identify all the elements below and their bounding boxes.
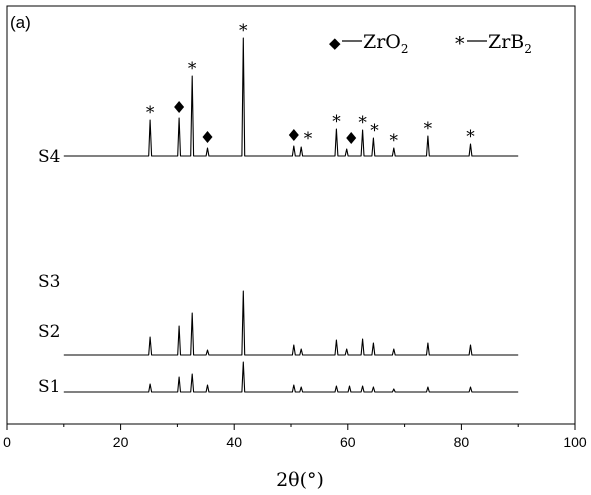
series-label-s4: S4 [38, 147, 60, 167]
peak-markers: ***** * * ** * [146, 21, 475, 151]
legend-zrb2-symbol: * [455, 33, 465, 55]
series-line-s2 [63, 290, 519, 356]
x-tick-label: 20 [113, 434, 129, 450]
zrb2-marker: * [370, 121, 379, 141]
zrb2-marker: * [466, 127, 475, 147]
legend-zrb2-label: ZrB2 [488, 31, 532, 56]
x-axis-tick-labels: 0 20 40 60 80 100 [3, 434, 587, 450]
x-axis-title: 2θ(°) [276, 469, 324, 491]
series-line-s4 [63, 37, 519, 157]
zrb2-marker: * [304, 129, 313, 149]
zrb2-marker: * [332, 112, 341, 132]
zrb2-marker: * [390, 131, 399, 151]
zrb2-marker: * [239, 21, 248, 41]
zro2-marker [346, 132, 357, 144]
x-axis-ticks [6, 424, 576, 430]
series-line-s1 [63, 361, 519, 393]
x-tick-label: 40 [226, 434, 242, 450]
x-tick-label: 60 [340, 434, 356, 450]
x-tick-label: 0 [3, 434, 11, 450]
zro2-marker [174, 101, 185, 113]
x-tick-label: 80 [454, 434, 470, 450]
zro2-marker [202, 131, 213, 143]
zrb2-marker: * [188, 59, 197, 79]
zrb2-marker: * [358, 113, 367, 133]
zro2-marker [288, 129, 299, 141]
series-label-s3: S3 [38, 272, 60, 292]
x-tick-label: 100 [563, 434, 587, 450]
panel-label: (a) [10, 13, 31, 32]
legend: ◆ ZrO2 * ZrB2 [329, 31, 532, 56]
series-label-s1: S1 [38, 377, 60, 397]
zrb2-marker: * [424, 119, 433, 139]
zrb2-marker: * [146, 103, 155, 123]
legend-zro2-label: ZrO2 [363, 31, 409, 56]
series-label-s2: S2 [38, 322, 60, 342]
plot-frame [6, 5, 576, 425]
series-lines [63, 37, 519, 393]
series-labels: S4 S3 S2 S1 [38, 147, 60, 397]
legend-zro2-symbol: ◆ [329, 34, 341, 52]
